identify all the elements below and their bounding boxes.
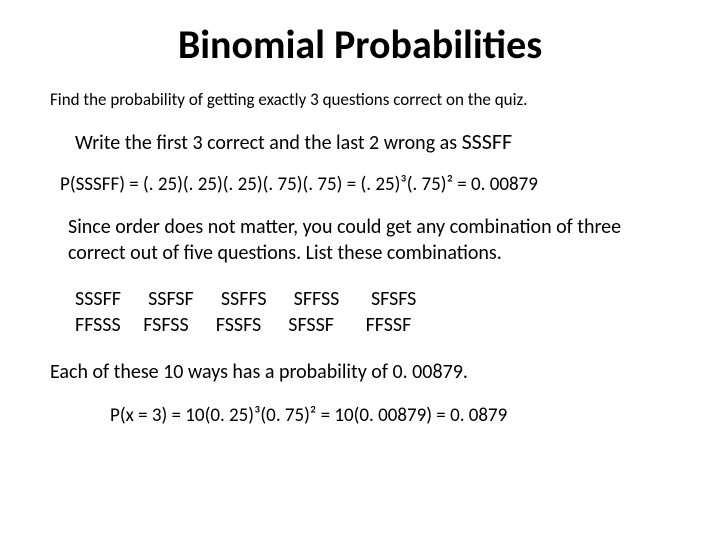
combinations-list: SSSFF SSFSF SSFFS SFFSS SFSFS FFSSS FSFS… [75,286,670,338]
slide-container: Binomial Probabilities Find the probabil… [0,0,720,540]
write-prefix: Write the first 3 correct and the last 2… [75,131,462,155]
combo-row-2: FFSSS FSFSS FSSFS SFSSF FFSSF [75,313,411,337]
sssff-label: SSSFF [462,128,513,155]
slide-title: Binomial Probabilities [50,20,670,69]
order-explanation: Since order does not matter, you could g… [68,214,670,266]
ten-ways-statement: Each of these 10 ways has a probability … [50,360,670,384]
final-equation: P(x = 3) = 10(0. 25)³(0. 75)² = 10(0. 00… [110,404,670,427]
combo-row-1: SSSFF SSFSF SSFFS SFFSS SFSFS [75,287,416,311]
write-instruction: Write the first 3 correct and the last 2… [75,128,670,155]
probability-equation: P(SSSFF) = (. 25)(. 25)(. 25)(. 75)(. 75… [60,173,670,196]
problem-statement: Find the probability of getting exactly … [50,89,670,110]
